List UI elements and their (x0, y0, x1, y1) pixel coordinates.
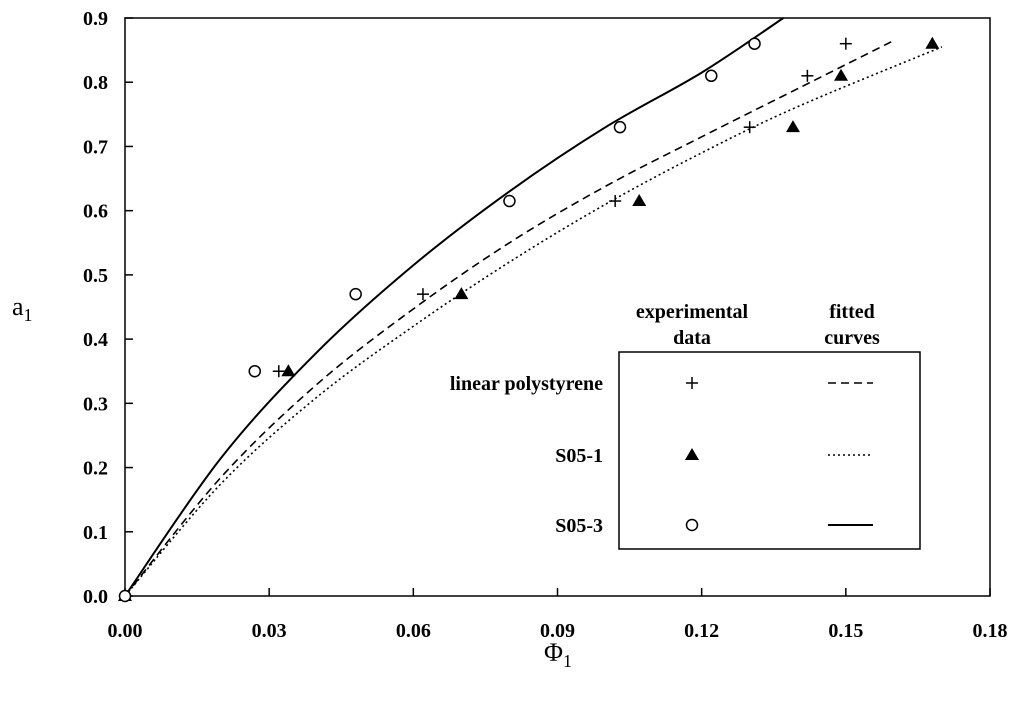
x-axis-title: Φ1 (544, 638, 572, 671)
y-tick-label: 0.1 (83, 522, 108, 544)
fitted-curves (124, 17, 943, 597)
data-point-triangle (632, 194, 647, 207)
curve-1 (124, 39, 895, 597)
data-point-plus (743, 121, 756, 134)
data-point-circle (248, 364, 261, 378)
data-point-circle (748, 37, 761, 50)
data-point-triangle (454, 287, 469, 300)
legend-label: S05-1 (555, 445, 603, 467)
data-point-circle (613, 120, 627, 134)
x-tick-label: 0.18 (973, 620, 1008, 642)
data-point-plus (272, 365, 285, 378)
data-point-circle (118, 589, 132, 603)
y-tick-label: 0.8 (83, 72, 108, 94)
y-tick-label: 0.0 (83, 586, 108, 608)
legend-marker-circle (685, 518, 699, 532)
curve-2 (124, 46, 943, 597)
data-point-triangle (785, 120, 800, 133)
data-point-circle (503, 194, 516, 208)
y-axis: 0.0 0.1 0.2 0.3 0.4 0.5 0.6 0.7 0.8 0.9 (83, 8, 133, 608)
y-tick-label: 0.4 (83, 329, 108, 351)
y-tick-label: 0.9 (83, 8, 108, 30)
data-point-triangle (834, 68, 849, 81)
x-axis: 0.00 0.03 0.06 0.09 0.12 0.15 0.18 (108, 588, 1008, 642)
x-tick-label: 0.03 (252, 620, 287, 642)
x-tick-label: 0.12 (684, 620, 719, 642)
data-point-plus (839, 37, 852, 50)
y-tick-label: 0.6 (83, 201, 108, 223)
data-point-circle (349, 287, 362, 301)
data-point-plus (416, 288, 429, 301)
y-axis-title: a1 (12, 292, 33, 325)
x-tick-label: 0.00 (108, 620, 143, 642)
data-point-triangle (281, 364, 296, 377)
data-points (118, 36, 940, 603)
legend: experimental data fitted curves linear p… (450, 301, 921, 550)
x-tick-label: 0.06 (396, 620, 431, 642)
legend-marker-triangle (685, 448, 699, 460)
legend-rows: linear polystyrene S05-1 S05-3 (450, 373, 873, 537)
data-point-plus (609, 195, 622, 208)
x-tick-label: 0.15 (828, 620, 863, 642)
legend-header-experimental-1: experimental (636, 301, 749, 323)
legend-header-experimental-2: data (673, 327, 711, 349)
data-point-circle (705, 69, 718, 83)
legend-marker-plus (686, 377, 698, 389)
x-tick-label: 0.09 (540, 620, 575, 642)
y-tick-label: 0.7 (83, 136, 108, 158)
y-tick-label: 0.2 (83, 458, 108, 480)
legend-label: S05-3 (555, 515, 603, 537)
data-point-triangle (925, 36, 940, 49)
curve-3 (124, 17, 784, 597)
legend-header-fitted-2: curves (824, 327, 880, 349)
data-point-plus (801, 69, 814, 82)
y-tick-label: 0.3 (83, 393, 108, 415)
legend-label: linear polystyrene (450, 373, 603, 395)
legend-header-fitted-1: fitted (829, 301, 875, 323)
y-tick-label: 0.5 (83, 265, 108, 287)
legend-box (618, 351, 921, 550)
